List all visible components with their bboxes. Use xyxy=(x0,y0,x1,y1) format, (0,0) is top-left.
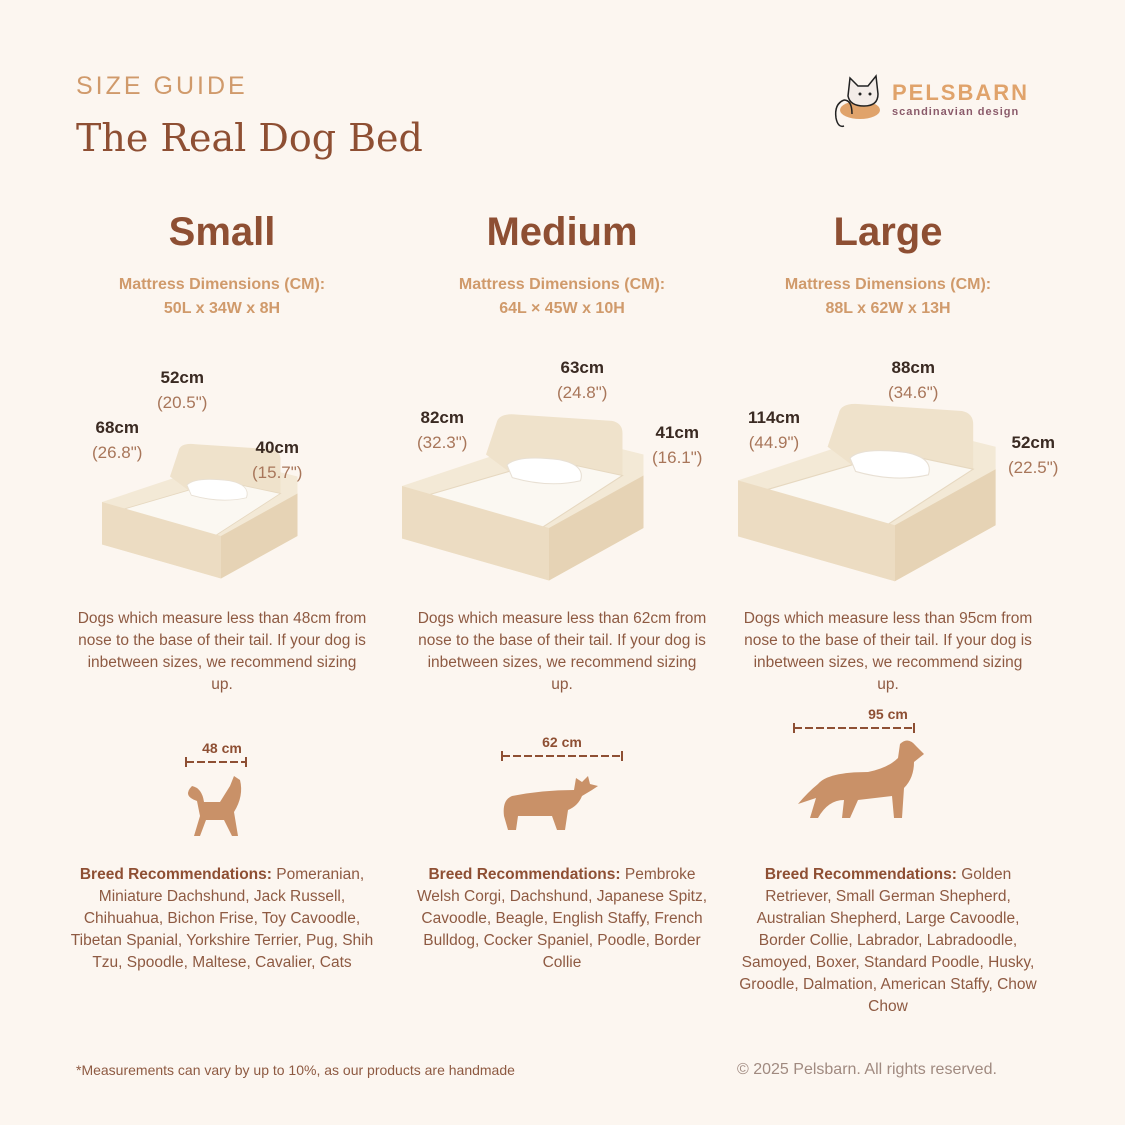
dog-bed-image: 114cm (44.9") 88cm (34.6") 52cm (22.5") xyxy=(718,355,1058,595)
dog-length-label: 48 cm xyxy=(202,740,242,756)
height-cm: 40cm xyxy=(255,438,299,457)
pelsbarn-logo: PELSBARN scandinavian design xyxy=(830,70,1060,134)
size-column-medium: Medium Mattress Dimensions (CM): 64L × 45… xyxy=(392,0,732,1125)
height-cm: 52cm xyxy=(1011,433,1055,452)
cat-dog-logo-icon xyxy=(834,74,880,128)
size-column-small: Small Mattress Dimensions (CM): 50L x 34W… xyxy=(52,0,392,1125)
size-name: Large xyxy=(833,210,943,254)
logo-tagline: scandinavian design xyxy=(892,106,1020,118)
breed-label: Breed Recommendations: xyxy=(428,866,621,883)
width-in: (24.8") xyxy=(557,383,608,402)
width-in: (34.6") xyxy=(888,383,939,402)
dim-label: Mattress Dimensions (CM): xyxy=(118,276,326,293)
length-cm: 68cm xyxy=(95,418,139,437)
dog-length-graphic: 62 cm xyxy=(392,734,732,865)
height-cm: 41cm xyxy=(655,423,699,442)
size-column-large: Large Mattress Dimensions (CM): 88L x 62W… xyxy=(718,0,1058,1125)
bed-illustration xyxy=(402,414,644,581)
dog-length-graphic: 48 cm xyxy=(52,740,392,871)
breed-list: Pomeranian, Miniature Dachshund, Jack Ru… xyxy=(70,866,374,971)
size-description: Dogs which measure less than 95cm from n… xyxy=(743,610,1033,693)
size-name: Small xyxy=(168,210,276,254)
width-cm: 63cm xyxy=(560,358,604,377)
height-in: (15.7") xyxy=(252,463,303,482)
width-cm: 52cm xyxy=(160,368,204,387)
dim-label: Mattress Dimensions (CM): xyxy=(458,276,666,293)
dim-value: 50L x 34W x 8H xyxy=(163,300,281,317)
bed-illustration xyxy=(102,443,298,579)
mattress-dimensions: Mattress Dimensions (CM): 50L x 34W x 8H xyxy=(52,273,392,321)
size-description: Dogs which measure less than 48cm from n… xyxy=(77,610,367,693)
dog-silhouette-icon xyxy=(185,757,247,836)
dog-bed-image: 82cm (32.3") 63cm (24.8") 41cm (16.1") xyxy=(392,355,732,595)
length-in: (26.8") xyxy=(92,443,143,462)
height-measurement: 40cm (15.7") xyxy=(252,435,302,485)
breed-recommendations: Breed Recommendations: Golden Retriever,… xyxy=(718,864,1058,1018)
length-measurement: 114cm (44.9") xyxy=(748,405,800,455)
length-measurement: 68cm (26.8") xyxy=(92,415,142,465)
length-measurement: 82cm (32.3") xyxy=(417,405,467,455)
breed-recommendations: Breed Recommendations: Pomeranian, Minia… xyxy=(52,864,392,974)
breed-list: Pembroke Welsh Corgi, Dachshund, Japanes… xyxy=(416,866,708,971)
copyright: © 2025 Pelsbarn. All rights reserved. xyxy=(737,1061,997,1078)
dog-silhouette-icon xyxy=(501,751,623,830)
dim-value: 88L x 62W x 13H xyxy=(825,300,951,317)
bed-illustration xyxy=(738,403,996,582)
breed-recommendations: Breed Recommendations: Pembroke Welsh Co… xyxy=(392,864,732,974)
dog-length-label: 62 cm xyxy=(542,734,582,750)
size-description: Dogs which measure less than 62cm from n… xyxy=(417,610,707,693)
dim-label: Mattress Dimensions (CM): xyxy=(784,276,992,293)
size-guide-kicker: SIZE GUIDE xyxy=(76,72,248,100)
height-in: (16.1") xyxy=(652,448,703,467)
breed-label: Breed Recommendations: xyxy=(764,866,957,883)
length-cm: 82cm xyxy=(420,408,464,427)
dim-value: 64L × 45W x 10H xyxy=(499,300,625,317)
height-measurement: 52cm (22.5") xyxy=(1008,430,1058,480)
length-in: (44.9") xyxy=(748,433,800,452)
dog-length-graphic: 95 cm xyxy=(718,706,1058,837)
dog-bed-image: 68cm (26.8") 52cm (20.5") 40cm (15.7") xyxy=(52,355,392,595)
height-in: (22.5") xyxy=(1008,458,1059,477)
footer-note: *Measurements can vary by up to 10%, as … xyxy=(76,1062,515,1078)
page-title: The Real Dog Bed xyxy=(76,116,423,160)
dog-length-label: 95 cm xyxy=(868,706,908,722)
width-cm: 88cm xyxy=(891,358,935,377)
mattress-dimensions: Mattress Dimensions (CM): 64L × 45W x 10H xyxy=(392,273,732,321)
height-measurement: 41cm (16.1") xyxy=(652,420,702,470)
width-measurement: 52cm (20.5") xyxy=(157,365,207,415)
size-name: Medium xyxy=(486,210,638,254)
width-in: (20.5") xyxy=(157,393,208,412)
breed-label: Breed Recommendations: xyxy=(79,866,272,883)
length-in: (32.3") xyxy=(417,433,468,452)
width-measurement: 63cm (24.8") xyxy=(557,355,607,405)
logo-brand: PELSBARN xyxy=(892,80,1030,105)
dog-silhouette-icon xyxy=(793,723,924,818)
length-cm: 114cm xyxy=(748,408,800,427)
breed-list: Golden Retriever, Small German Shepherd,… xyxy=(739,866,1037,1015)
width-measurement: 88cm (34.6") xyxy=(888,355,938,405)
mattress-dimensions: Mattress Dimensions (CM): 88L x 62W x 13H xyxy=(718,273,1058,321)
